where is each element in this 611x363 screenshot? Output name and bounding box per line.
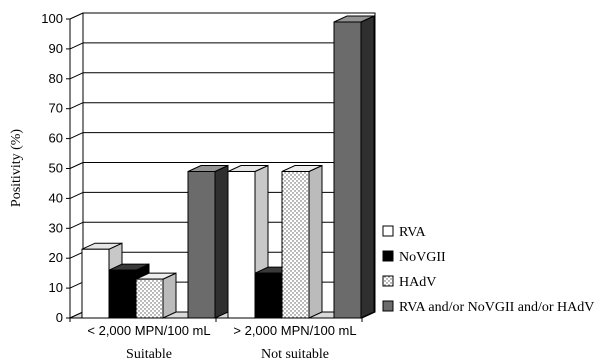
gridline-depth (69, 251, 84, 259)
gridline-depth (69, 72, 84, 80)
bars (81, 15, 375, 319)
bar-rva-and-or-novgii-and-or-hadv-2 (333, 15, 375, 319)
legend-item-novgii: NoVGII (382, 250, 446, 265)
gridline-depth (69, 162, 84, 169)
y-tick-label: 60 (49, 131, 63, 146)
gridline-depth (69, 132, 84, 140)
gridline-depth (69, 12, 84, 20)
gridline-depth (69, 42, 84, 50)
y-tick-label: 40 (49, 190, 63, 205)
axis-labels: 0 10 20 30 40 50 60 70 80 90 100 < 2,000 MPN/100 mL… (41, 11, 356, 362)
y-axis-label: Positivity (%) (9, 129, 24, 208)
x-group-label: Suitable (126, 347, 172, 362)
bar-hadv-1 (135, 272, 177, 319)
gridline-depth (69, 221, 84, 229)
bar-hadv-2 (281, 164, 323, 319)
gridline-depth (69, 191, 84, 199)
legend-swatch (382, 225, 394, 237)
y-tick-label: 0 (56, 310, 63, 325)
legend-label: HAdV (399, 275, 436, 290)
legend-swatch (382, 275, 394, 287)
y-tick-label: 70 (49, 101, 63, 116)
legend-item-rva-and-or-novgii-and-or-hadv: RVA and/or NoVGII and/or HAdV (382, 300, 594, 315)
y-tick-label: 10 (49, 280, 63, 295)
x-group-label: Not suitable (261, 347, 329, 362)
y-tick-label: 80 (49, 71, 63, 86)
x-category-label: > 2,000 MPN/100 mL (233, 323, 356, 338)
legend-item-rva: RVA (382, 225, 427, 240)
y-tick-label: 30 (49, 220, 63, 235)
legend-label: RVA (399, 225, 427, 240)
y-tick-label: 20 (49, 250, 63, 265)
legend-swatch (382, 250, 394, 262)
y-tick-label: 100 (41, 11, 63, 26)
gridline-depth (69, 102, 84, 110)
legend-item-hadv: HAdV (382, 275, 436, 290)
y-tick-label: 50 (49, 161, 63, 176)
bar-rva-and-or-novgii-and-or-hadv-1 (187, 164, 229, 319)
legend-label: RVA and/or NoVGII and/or HAdV (399, 300, 594, 315)
gridline-depth (69, 281, 84, 289)
legend-swatch (382, 300, 394, 312)
legend: RVA NoVGII HAdV RVA and/or NoVGII and/or HA… (382, 225, 594, 315)
legend-label: NoVGII (399, 250, 446, 265)
x-category-label: < 2,000 MPN/100 mL (87, 323, 210, 338)
y-tick-label: 90 (49, 41, 63, 56)
